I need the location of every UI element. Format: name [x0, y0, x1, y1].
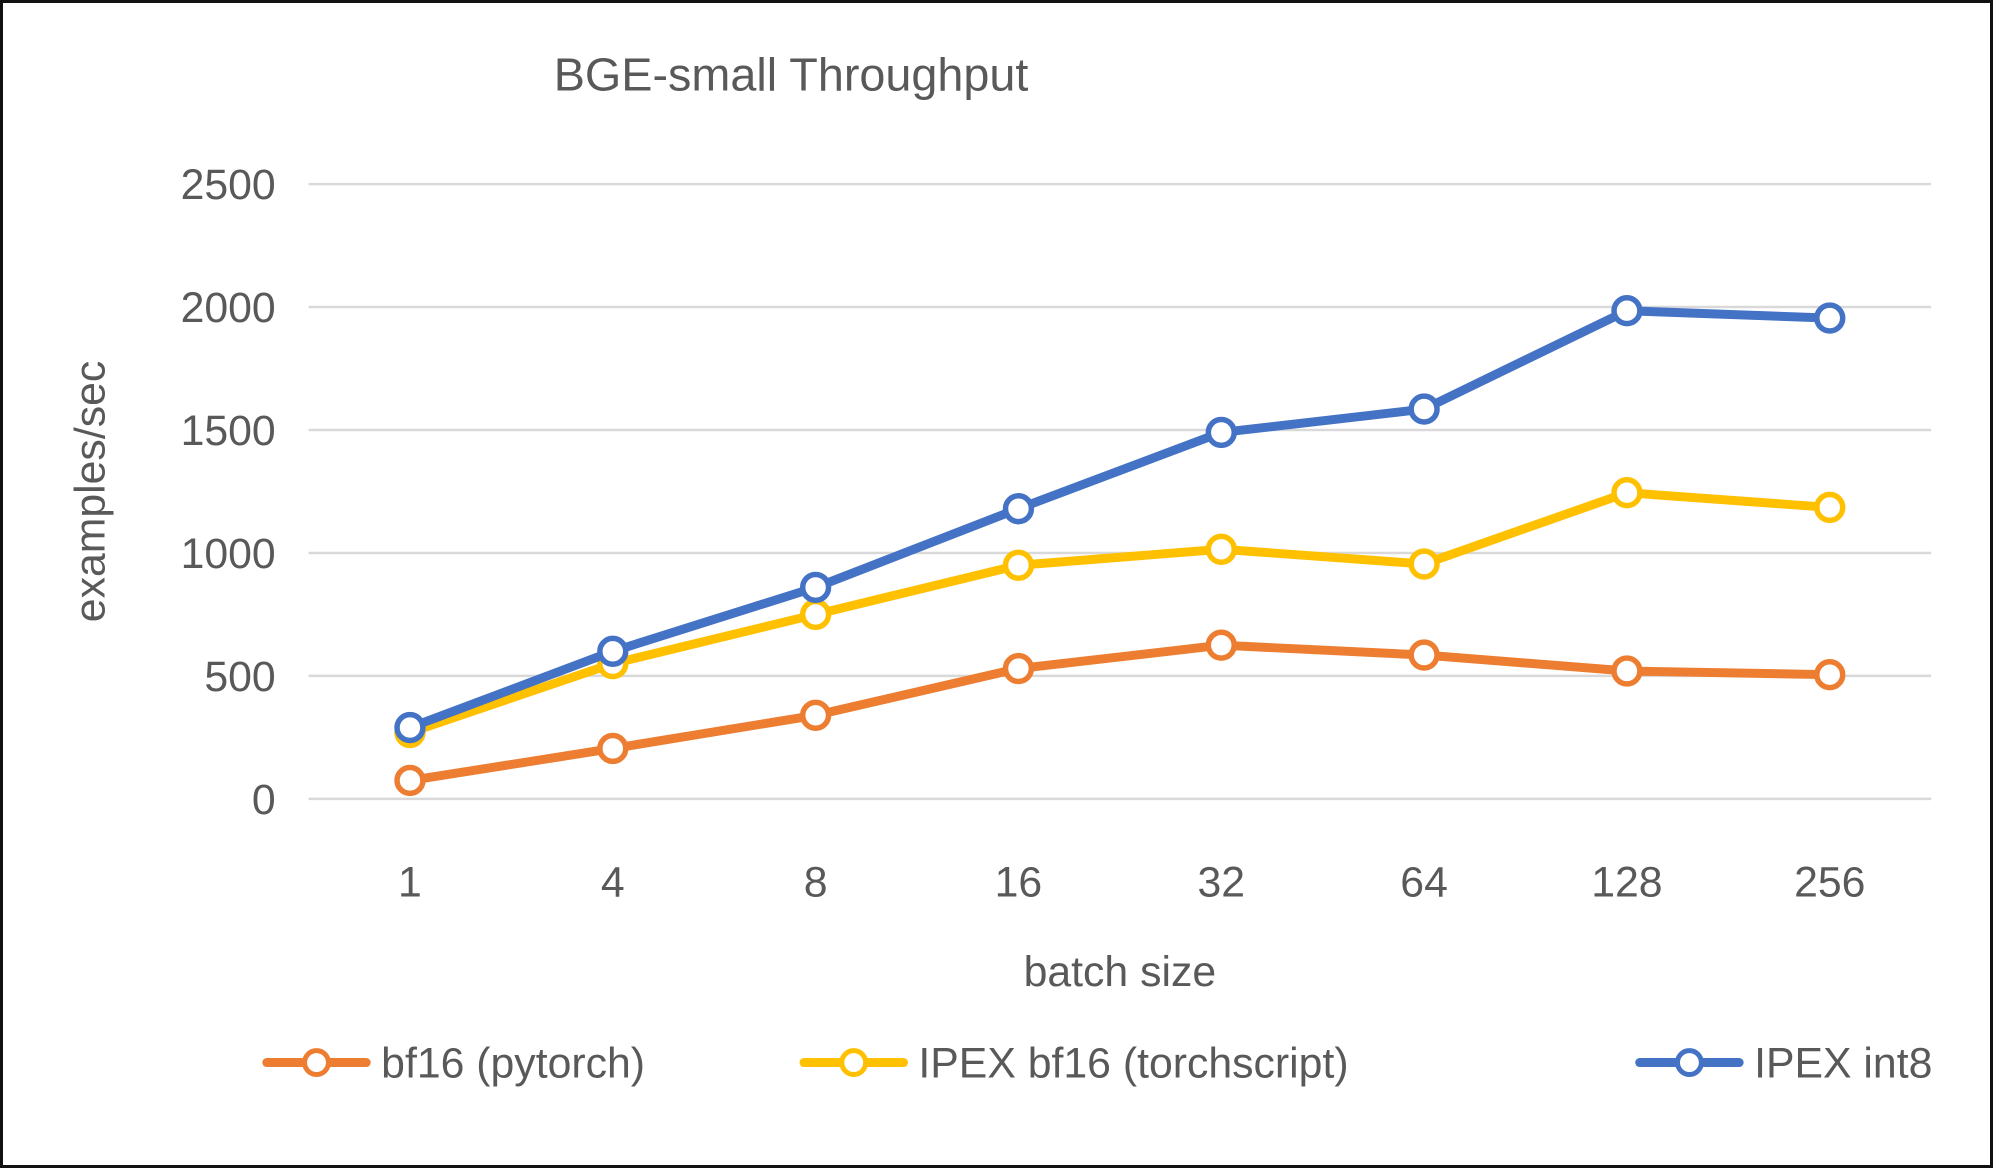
data-point-marker — [597, 732, 629, 765]
y-tick-label: 0 — [252, 776, 276, 824]
data-point-marker — [1002, 493, 1035, 525]
throughput-line-chart: BGE-small Throughput 0 500 1000 1500 2000 2500… — [67, 49, 1933, 1088]
data-point-marker — [1611, 477, 1643, 509]
legend-marker-circle — [302, 1048, 331, 1077]
x-tick-label: 4 — [601, 858, 625, 906]
data-point-marker — [1611, 295, 1643, 327]
y-tick-label: 2500 — [181, 161, 276, 209]
legend-label: bf16 (pytorch) — [381, 1039, 645, 1087]
y-tick-label: 500 — [204, 653, 275, 701]
x-tick-label: 256 — [1794, 858, 1865, 906]
data-point-marker — [1002, 549, 1035, 581]
y-tick-label: 2000 — [181, 284, 276, 332]
legend-label: IPEX int8 — [1754, 1039, 1932, 1087]
y-axis-title: examples/sec — [67, 361, 115, 622]
x-tick-label: 64 — [1400, 858, 1448, 906]
chart-title: BGE-small Throughput — [554, 49, 1029, 101]
y-axis-tick-labels: 0 500 1000 1500 2000 2500 — [181, 161, 276, 824]
series-line-ipex-int8 — [405, 306, 1835, 733]
data-point-marker — [1205, 533, 1237, 565]
x-axis-title: batch size — [1024, 948, 1217, 996]
data-point-marker — [799, 598, 832, 631]
data-point-marker — [1814, 302, 1846, 334]
data-point-marker — [597, 635, 629, 668]
x-tick-label: 8 — [804, 858, 828, 906]
data-point-marker — [1408, 639, 1440, 671]
data-point-marker — [1205, 629, 1237, 661]
legend-marker-circle — [1674, 1048, 1704, 1077]
data-point-marker — [799, 571, 832, 604]
x-tick-label: 32 — [1197, 858, 1245, 906]
x-tick-label: 16 — [995, 858, 1043, 906]
series-ipex-bf16-torchscript — [394, 477, 1846, 749]
gridlines — [308, 182, 1932, 801]
legend-label: IPEX bf16 (torchscript) — [918, 1039, 1348, 1087]
data-point-marker — [1408, 393, 1440, 425]
series-ipex-int8 — [394, 295, 1846, 744]
legend: bf16 (pytorch) IPEX bf16 (torchscript) IPE… — [262, 1039, 1932, 1087]
legend-marker-circle — [839, 1048, 869, 1077]
data-point-marker — [1814, 491, 1846, 524]
data-point-marker — [1814, 659, 1846, 691]
data-point-marker — [1205, 416, 1237, 449]
x-axis-tick-labels: 1 4 8 16 32 64 128 256 — [398, 858, 1865, 906]
data-point-marker — [1611, 655, 1643, 687]
series-line-bf16-pytorch — [405, 640, 1835, 785]
y-tick-label: 1000 — [181, 530, 276, 578]
x-tick-label: 128 — [1591, 858, 1662, 906]
data-point-marker — [1002, 652, 1035, 685]
legend-item-ipex-int8: IPEX int8 — [1635, 1039, 1932, 1087]
data-point-marker — [394, 711, 426, 744]
data-point-marker — [394, 764, 426, 797]
x-tick-label: 1 — [398, 858, 422, 906]
legend-item-bf16-pytorch: bf16 (pytorch) — [262, 1039, 645, 1087]
data-point-marker — [1408, 548, 1440, 580]
series-bf16-pytorch — [394, 629, 1846, 797]
legend-item-ipex-bf16-torchscript: IPEX bf16 (torchscript) — [799, 1039, 1349, 1087]
y-tick-label: 1500 — [181, 407, 276, 455]
data-point-marker — [799, 699, 832, 731]
series-line-ipex-bf16-torchscript — [405, 488, 1835, 737]
